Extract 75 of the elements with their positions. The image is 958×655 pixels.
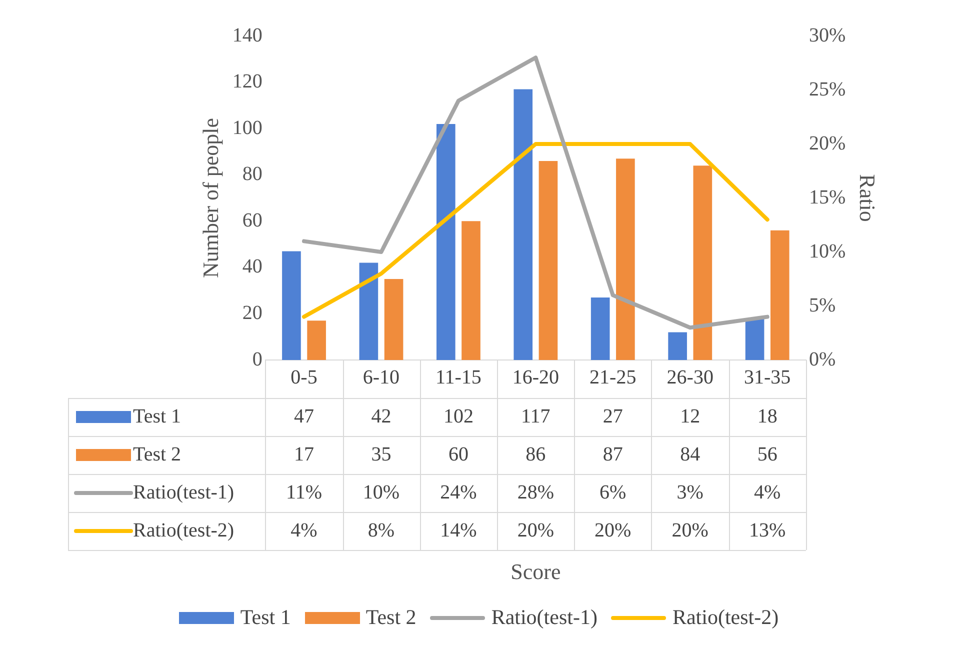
bar (307, 320, 326, 360)
x-tick-label: 26-30 (666, 366, 714, 388)
bar (462, 221, 480, 360)
y2-tick-label: 5% (808, 294, 836, 316)
x-tick-label: 21-25 (590, 366, 636, 388)
data-label: 84 (680, 443, 700, 466)
x-tick-label: 31-35 (744, 366, 791, 388)
bar (282, 251, 301, 360)
bar (693, 166, 712, 360)
data-label: 12 (680, 405, 700, 428)
legend-label: Ratio(test-1) (133, 481, 234, 504)
x-tick-label: 0-5 (290, 366, 318, 388)
bar (436, 124, 456, 360)
text: Test 2 (366, 605, 416, 629)
data-label: 6% (600, 481, 626, 504)
legend-label: Test 1 (133, 405, 182, 428)
y-tick-label: 80 (242, 163, 262, 186)
data-label: 11% (286, 481, 322, 504)
data-label: 20% (672, 519, 708, 542)
y2-tick-label: 30% (808, 24, 846, 46)
data-label: 42 (371, 405, 392, 428)
data-label: 18 (757, 405, 778, 428)
y2-tick-label: 10% (808, 240, 846, 262)
data-label: 24% (440, 481, 477, 504)
text: Test 1 (240, 605, 291, 629)
y-tick-label: 40 (242, 256, 262, 278)
data-label: 60 (448, 443, 468, 466)
y-tick-label: 20 (242, 302, 262, 324)
data-label: 47 (294, 405, 314, 428)
bar (384, 279, 404, 360)
data-label: 102 (443, 405, 474, 428)
y2-tick-label: 0% (808, 348, 836, 370)
data-label: 10% (362, 481, 400, 504)
data-label: 8% (368, 519, 395, 542)
data-label: 13% (748, 519, 786, 542)
data-label: 117 (521, 405, 550, 428)
data-label: 14% (440, 519, 477, 542)
y2-tick-label: 15% (808, 186, 846, 208)
legend-label: Test 2 (133, 443, 182, 466)
data-label: 17 (294, 443, 314, 466)
bar (745, 318, 764, 360)
bar (770, 230, 790, 360)
data-label: 20% (594, 519, 632, 542)
data-label: 4% (290, 519, 318, 542)
data-label: 28% (517, 481, 554, 504)
x-tick-label: 6-10 (362, 366, 400, 388)
text: Score (510, 558, 561, 584)
x-tick-label: 16-20 (512, 366, 560, 388)
data-label: 56 (757, 443, 778, 466)
data-label: 27 (602, 405, 623, 428)
x-tick-label: 11-15 (435, 366, 482, 388)
data-label: 35 (371, 443, 392, 466)
y-tick-label: 60 (242, 209, 262, 232)
data-label: 20% (517, 519, 554, 542)
y-axis-title: Number of people (198, 118, 223, 278)
y-tick-label: 100 (232, 116, 262, 139)
bar (616, 158, 635, 360)
legend-label: Ratio(test-2) (133, 519, 234, 542)
bar (359, 262, 378, 360)
text: Ratio(test-2) (672, 605, 779, 629)
y2-tick-label: 20% (808, 132, 846, 154)
data-label: 86 (526, 443, 546, 466)
y2-tick-label: 25% (808, 78, 846, 100)
text: Ratio(test-1) (491, 605, 598, 629)
bar (668, 332, 687, 360)
bar (590, 298, 610, 360)
y-tick-label: 120 (232, 70, 262, 93)
bar (538, 160, 558, 360)
y2-axis-title: Ratio (855, 174, 880, 222)
data-label: 4% (754, 481, 781, 504)
y-tick-label: 140 (232, 24, 262, 46)
data-label: 87 (602, 443, 623, 466)
bar (514, 89, 533, 360)
y-tick-label: 0 (252, 348, 262, 370)
data-label: 3% (676, 481, 704, 504)
